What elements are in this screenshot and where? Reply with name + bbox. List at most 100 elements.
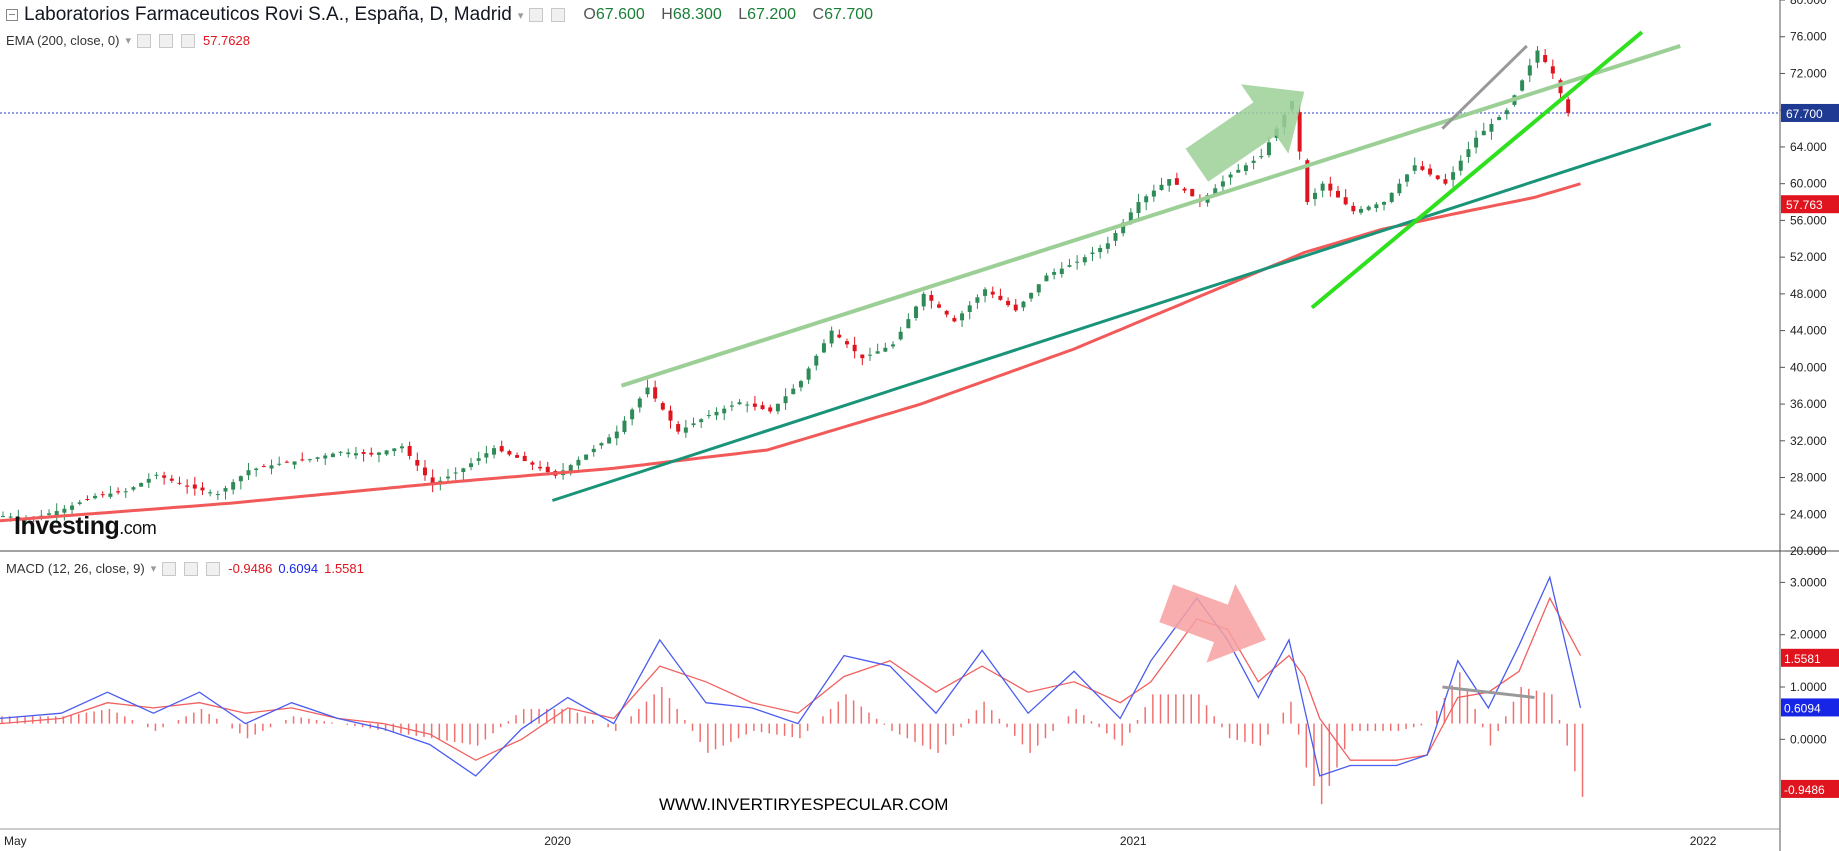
candle-body (1550, 66, 1555, 74)
trendline-light (620, 44, 1681, 388)
ema-price-badge-text: 57.763 (1786, 198, 1823, 212)
eye-icon[interactable] (136, 33, 151, 48)
candle-body (875, 351, 880, 354)
chevron-down-icon[interactable]: ▾ (517, 9, 524, 22)
candle-body (108, 493, 113, 497)
candle-body (246, 470, 251, 476)
chevron-down-icon[interactable]: ▾ (125, 35, 131, 47)
candle-body (983, 289, 988, 296)
candle-body (1174, 178, 1179, 185)
candle-body (1190, 188, 1195, 197)
candle-body (791, 388, 796, 395)
candle-body (1075, 261, 1080, 263)
candle-body (277, 463, 282, 465)
candle-body (952, 318, 957, 322)
close-icon[interactable] (180, 33, 195, 48)
candle-body (284, 461, 289, 463)
price-tick-label: 28.000 (1790, 471, 1827, 485)
low-key: L (738, 6, 748, 23)
chart-header: Laboratorios Farmaceuticos Rovi S.A., Es… (0, 4, 885, 26)
macd-value-badge-text: 0.6094 (1784, 701, 1821, 715)
collapse-toggle-icon[interactable] (6, 9, 18, 21)
candle-body (898, 331, 903, 340)
candle-body (821, 343, 826, 353)
candle-body (1128, 212, 1133, 223)
candle-body (1389, 192, 1394, 202)
settings-icon[interactable] (184, 561, 199, 576)
candle-body (699, 419, 704, 423)
time-axis-label: 2022 (1690, 834, 1717, 848)
logo-main: Investing (14, 512, 120, 540)
candle-body (407, 446, 412, 456)
close-value: 67.700 (824, 6, 874, 23)
candle-body (1067, 265, 1072, 267)
price-tick-label: 72.000 (1790, 66, 1827, 80)
candle-body (522, 455, 527, 462)
candle-body (515, 455, 520, 458)
candle-body (576, 459, 581, 466)
eye-icon[interactable] (529, 8, 544, 22)
candle-body (1397, 183, 1402, 194)
candle-body (691, 423, 696, 426)
candle-body (231, 482, 236, 490)
candle-body (353, 453, 358, 456)
candle-body (1029, 292, 1034, 299)
macd-tick-label: 2.0000 (1790, 628, 1827, 642)
candle-body (1466, 149, 1471, 158)
price-tick-label: 52.000 (1790, 250, 1827, 264)
trendline-gray (1441, 44, 1528, 130)
candle-body (146, 478, 151, 483)
candle-body (1328, 183, 1333, 191)
candle-body (538, 466, 543, 469)
trendline-bright (1310, 30, 1644, 310)
candle-body (814, 355, 819, 366)
downtrend-arrow (1159, 584, 1266, 663)
settings-icon[interactable] (158, 33, 173, 48)
chevron-down-icon[interactable]: ▾ (150, 563, 157, 575)
candle-body (47, 513, 52, 515)
eye-icon[interactable] (162, 561, 177, 576)
candle-body (200, 487, 205, 491)
candle-body (1090, 252, 1095, 254)
candle-body (1351, 205, 1356, 212)
candle-body (1420, 166, 1425, 170)
candle-body (1458, 160, 1463, 171)
price-tick-label: 80.000 (1790, 0, 1827, 7)
candle-body (323, 455, 328, 459)
candle-body (752, 403, 757, 407)
ema-legend: EMA (200, close, 0) ▾ 57.7628 (6, 33, 250, 48)
candle-body (1297, 112, 1302, 152)
candle-body (315, 457, 320, 459)
candle-body (1044, 275, 1049, 282)
candle-body (584, 454, 589, 460)
candle-body (1136, 202, 1141, 214)
candle-body (844, 341, 849, 345)
candle-body (223, 488, 228, 492)
candle-body (1320, 183, 1325, 191)
candle-body (1366, 206, 1371, 210)
price-tick-label: 24.000 (1790, 507, 1827, 521)
candle-body (975, 297, 980, 303)
candle-body (1336, 190, 1340, 198)
macd-line (0, 575, 1582, 777)
macd-value-badge (1781, 698, 1839, 717)
last-price-badge (1781, 103, 1839, 122)
candle-body (737, 402, 742, 405)
candle-body (346, 452, 351, 455)
candle-body (906, 319, 911, 329)
candle-body (1220, 181, 1225, 187)
hist-value-badge-text: -0.9486 (1784, 783, 1825, 797)
settings-icon[interactable] (551, 8, 566, 22)
candle-body (614, 431, 619, 439)
candle-body (70, 505, 75, 510)
candle-body (461, 468, 466, 472)
candle-body (921, 293, 926, 307)
close-icon[interactable] (206, 561, 221, 576)
candle-body (93, 495, 98, 499)
ema-value: 57.7628 (202, 33, 250, 48)
candle-body (1535, 50, 1540, 63)
candle-body (422, 467, 427, 476)
candle-body (683, 427, 688, 433)
candle-body (1236, 169, 1241, 173)
candle-body (645, 387, 650, 395)
